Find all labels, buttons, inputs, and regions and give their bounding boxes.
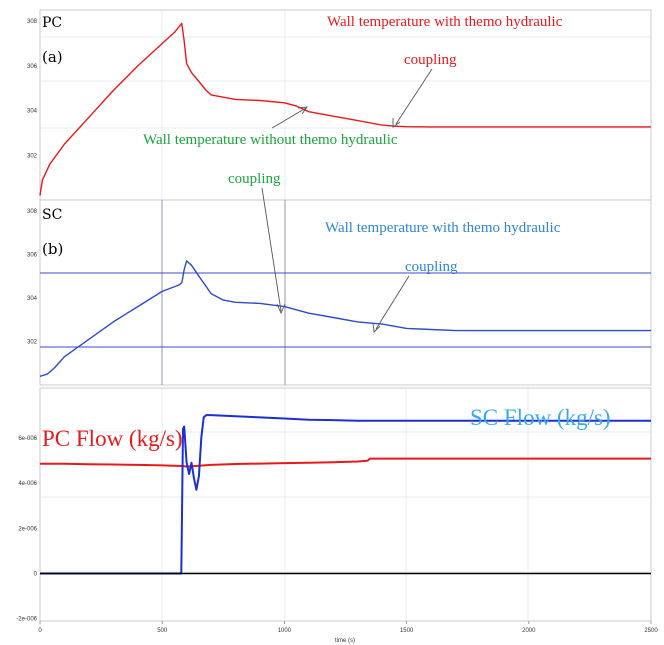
annotation-pc-with-coupling-line2: coupling (404, 52, 457, 68)
x-tick-label: 2500 (644, 628, 658, 634)
series-line-1-0 (39, 260, 651, 377)
arrow-pc-with-coupling (392, 68, 433, 128)
annotation-pc-without-coupling: Wall temperature without themo hydraulic (143, 132, 398, 148)
annotation-sc-with-coupling-line2: coupling (405, 259, 458, 275)
series-line-sc-flow (40, 414, 651, 575)
x-tick-label: 500 (157, 628, 168, 634)
series-group-sc (39, 260, 651, 377)
annotation-sc-with-coupling: Wall temperature with themo hydraulic (325, 220, 561, 236)
y-tick-label: 304 (27, 296, 38, 302)
y-tick-label: 306 (27, 252, 38, 258)
panel-label-pc: PC (42, 15, 62, 31)
arrow-pc-without-coupling (271, 106, 308, 129)
y-tick-label: 4e-006 (18, 481, 37, 487)
annotation-pc-with-coupling: Wall temperature with themo hydraulic (327, 14, 563, 30)
legend-pc-flow: PC Flow (kg/s) (42, 426, 183, 451)
arrow-pc-without-coupling-extension (261, 187, 286, 315)
arrow-sc-with-coupling (372, 275, 410, 333)
y-tick-label: 2e-006 (18, 526, 37, 532)
legend-sc-flow: SC Flow (kg/s) (470, 405, 611, 430)
series-line-pc-flow (40, 457, 651, 468)
y-tick-label: 308 (27, 209, 38, 215)
y-tick-label: 302 (27, 153, 38, 159)
panel-pc: 302 304 306 308 PC (a) Wall temperature wit… (27, 9, 652, 201)
series-group-pc (39, 22, 651, 196)
annotation-pc-without-coupling-line2: coupling (228, 171, 281, 187)
y-tick-label: -2e-006 (16, 617, 37, 623)
plot-frame-sc (39, 199, 652, 386)
y-ticks-pc: 302 304 306 308 (27, 19, 38, 159)
x-tick-label: 1000 (278, 628, 292, 634)
grid-flow (40, 388, 651, 621)
series-group-flow (40, 414, 651, 575)
reference-lines (40, 272, 651, 348)
panel-sc: 302 304 306 308 SC (b) Wall temperature wit… (27, 187, 652, 386)
y-tick-label: 304 (27, 109, 38, 115)
cursor-lines (161, 200, 286, 385)
plot-frame-flow (39, 387, 652, 622)
x-tick-label: 2000 (522, 628, 536, 634)
y-ticks-flow: 6e-006 4e-006 2e-006 0 -2e-006 (16, 436, 37, 623)
panel-letter-b: (b) (42, 240, 63, 258)
panel-letter-a: (a) (42, 48, 63, 66)
y-ticks-sc: 302 304 306 308 (27, 209, 38, 346)
y-tick-label: 6e-006 (18, 436, 37, 442)
y-tick-label: 306 (27, 64, 38, 70)
y-tick-label: 0 (34, 571, 38, 577)
y-tick-label: 302 (27, 339, 38, 345)
x-tick-label: 0 (38, 628, 42, 634)
x-ticks: 0 500 1000 1500 2000 2500 (38, 621, 658, 634)
panel-label-sc: SC (42, 207, 62, 223)
series-line-0-0 (39, 22, 651, 196)
plot-frame-pc (39, 9, 652, 201)
x-tick-label: 1500 (400, 628, 414, 634)
y-tick-label: 308 (27, 19, 38, 25)
x-axis-label: time (s) (335, 638, 355, 644)
